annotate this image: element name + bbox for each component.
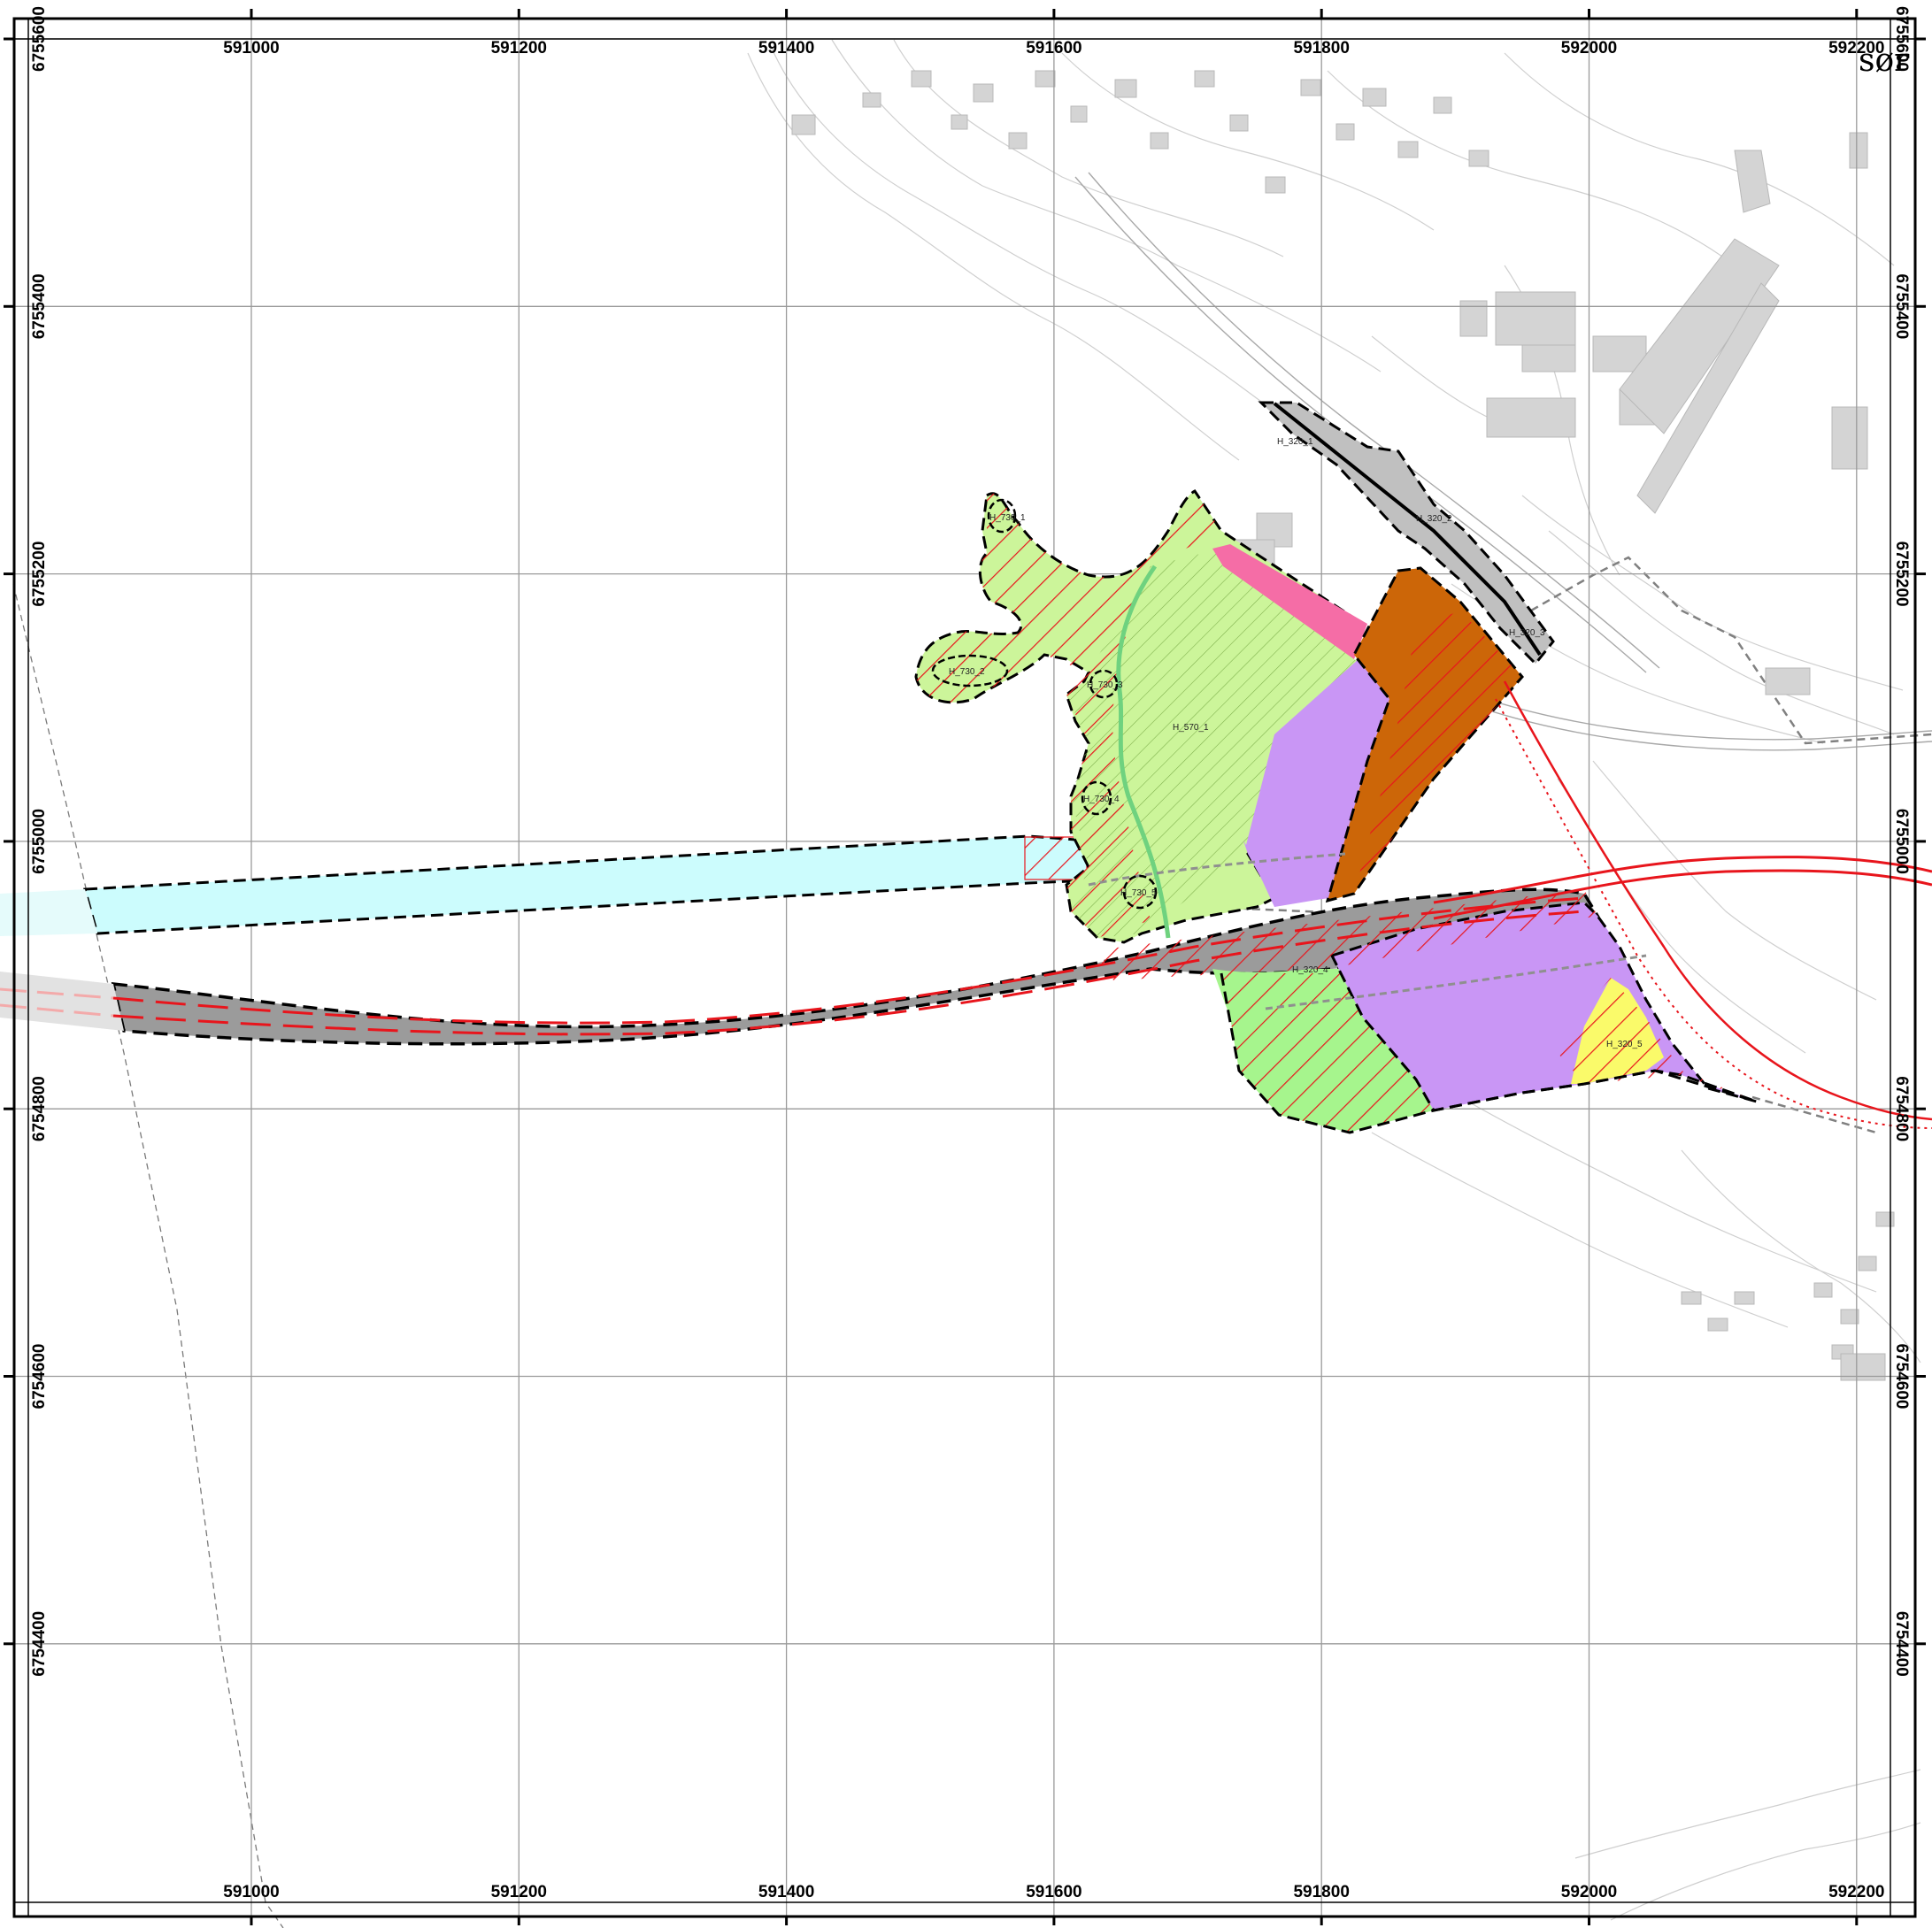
y-tick-label-right-1: 6755400 — [1892, 273, 1911, 339]
y-tick-label-right-0: 6755600 — [1892, 6, 1911, 72]
x-tick-label-top-2: 591400 — [758, 39, 814, 58]
x-tick-label-top-6: 592200 — [1828, 39, 1884, 58]
y-tick-label-right-4: 6754800 — [1892, 1076, 1911, 1141]
y-tick-label-right-3: 6755000 — [1892, 809, 1911, 874]
zone-label-h-730-3: H_730_3 — [1087, 680, 1123, 690]
zone-label-h-320-4: H_320_4 — [1292, 965, 1328, 975]
corner-label: sør — [1859, 42, 1910, 79]
rail-alignment-solid — [1503, 680, 1932, 1121]
x-tick-label-top-0: 591000 — [223, 39, 279, 58]
road-alignment-solid — [1433, 856, 1932, 904]
h-730-circles — [931, 498, 1158, 910]
x-tick-label-top-1: 591200 — [491, 39, 547, 58]
zone-h-320-1-centerline — [1273, 402, 1542, 657]
x-tick-label-top-3: 591600 — [1026, 39, 1081, 58]
x-tick-label-bottom-6: 592200 — [1828, 1883, 1884, 1901]
y-tick-labels-left: 6755600 6755400 6755200 6755000 6754800 67546… — [30, 6, 49, 1677]
x-tick-label-bottom-0: 591000 — [223, 1883, 279, 1901]
zone-label-h-730-2: H_730_2 — [949, 667, 985, 677]
zone-labels: H_570_1 H_730_2 H_730_3 H_730_4 H_730_5 … — [949, 437, 1643, 1049]
zone-h-320-1-road — [1258, 401, 1555, 666]
y-tick-label-left-4: 6754800 — [30, 1076, 49, 1141]
zone-label-h-730-1: H_730_1 — [989, 513, 1026, 523]
map-frame — [12, 17, 1917, 1918]
road-alignment-dashed — [112, 896, 1585, 1025]
zone-label-h-730-5: H_730_5 — [1120, 888, 1157, 898]
x-tick-labels-bottom: 591000 591200 591400 591600 591800 592000 5922… — [223, 1883, 1884, 1901]
frame-ticks — [4, 9, 1926, 1925]
x-tick-label-bottom-4: 591800 — [1293, 1883, 1349, 1901]
zone-label-h-320-5: H_320_5 — [1606, 1040, 1643, 1049]
x-tick-label-bottom-1: 591200 — [491, 1883, 547, 1901]
road-alignment-solid-2 — [1433, 869, 1932, 920]
zone-label-h-730-4: H_730_4 — [1083, 795, 1120, 804]
zoning-zones — [0, 401, 1932, 1134]
zone-orange-hatch — [1354, 611, 1522, 894]
zone-label-h-570-1: H_570_1 — [1173, 723, 1209, 733]
y-tick-label-right-5: 6754600 — [1892, 1344, 1911, 1410]
y-tick-label-left-5: 6754600 — [30, 1344, 49, 1410]
x-tick-label-bottom-5: 592000 — [1561, 1883, 1617, 1901]
gray-dotted-line-lower — [1265, 954, 1647, 1010]
zone-gray-road-fade — [0, 972, 124, 1031]
zone-label-h-320-3: H_320_3 — [1509, 628, 1545, 638]
y-tick-label-left-2: 6755200 — [30, 542, 49, 607]
y-tick-label-left-6: 6754400 — [30, 1611, 49, 1677]
zone-h-570-1-red-hatch — [916, 491, 1221, 938]
x-tick-label-bottom-3: 591600 — [1026, 1883, 1081, 1901]
y-tick-label-right-6: 6754400 — [1892, 1611, 1911, 1677]
road-alignment-dashed-2 — [112, 910, 1585, 1036]
x-tick-labels-top: 591000 591200 591400 591600 591800 592000 5922… — [223, 39, 1884, 58]
x-tick-label-top-4: 591800 — [1293, 39, 1349, 58]
zone-label-h-320-2: H_320_2 — [1416, 514, 1452, 524]
y-tick-label-left-1: 6755400 — [30, 273, 49, 339]
zone-lower-green-hatch — [1221, 973, 1434, 1133]
x-tick-label-bottom-2: 591400 — [758, 1883, 814, 1901]
zone-label-h-320-1: H_320_1 — [1277, 437, 1313, 447]
zone-cyan-strip-fade — [0, 889, 97, 936]
road-alignment-dashed-fade — [0, 987, 114, 1018]
gray-dotted-line-upper — [1088, 852, 1346, 887]
y-tick-label-right-2: 6755200 — [1892, 542, 1911, 607]
zone-pink — [1212, 544, 1367, 659]
y-tick-label-left-3: 6755000 — [30, 809, 49, 874]
y-tick-labels-right: 6755600 6755400 6755200 6755000 6754800 67546… — [1892, 6, 1911, 1677]
zone-lower-outline — [1220, 972, 1758, 1134]
y-tick-label-left-0: 6755600 — [30, 6, 49, 72]
stream-line — [1116, 565, 1171, 939]
x-tick-label-top-5: 592000 — [1561, 39, 1617, 58]
zone-h-320-5-hatch — [1558, 978, 1757, 1102]
